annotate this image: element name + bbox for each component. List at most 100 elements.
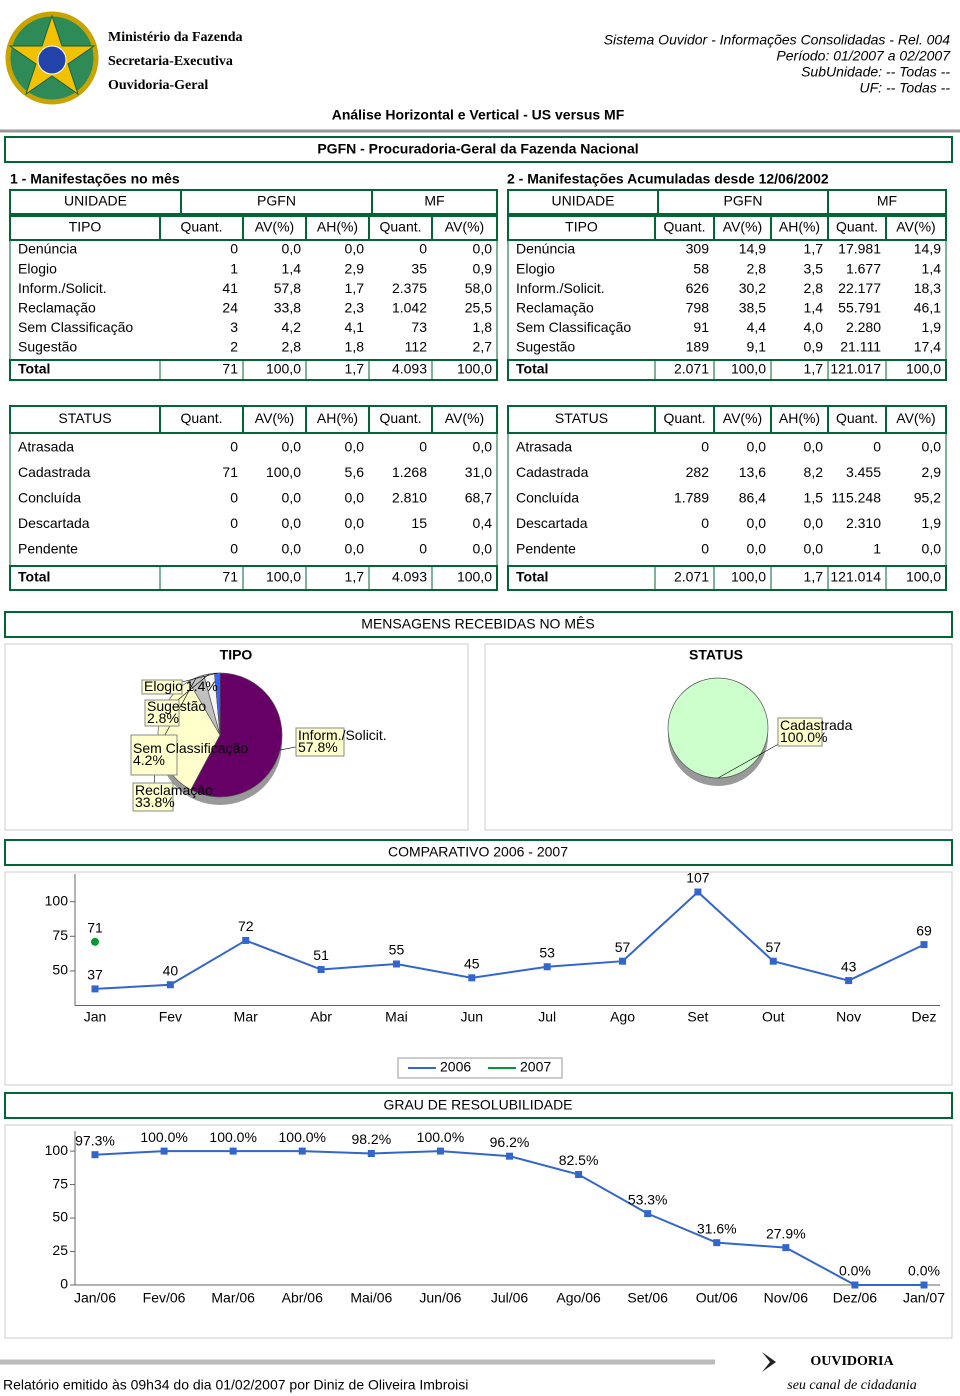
- data-label: 43: [841, 958, 857, 974]
- total-cell: Total: [18, 361, 50, 377]
- table-cell: 68,7: [465, 490, 492, 506]
- y-tick-label: 25: [52, 1242, 68, 1258]
- table-cell: 17,4: [914, 339, 941, 355]
- column-header: TIPO: [565, 219, 598, 235]
- pie-label: Inform./Solicit. 57.8%: [298, 727, 387, 755]
- pie-label-name: Elogio: [144, 678, 183, 694]
- table-cell: 1,4: [804, 300, 824, 316]
- table-cell: 0: [701, 541, 709, 557]
- pie-label-name: Sem Classificação: [133, 740, 248, 756]
- table-cell: Atrasada: [516, 439, 572, 455]
- data-label: 96.2%: [490, 1134, 530, 1150]
- table-cell: 21.111: [840, 339, 881, 355]
- data-label: 69: [916, 922, 932, 938]
- table-cell: 4,0: [804, 319, 824, 335]
- column-header: STATUS: [555, 410, 608, 426]
- data-label: 100.0%: [209, 1129, 256, 1145]
- table-cell: 0,9: [473, 260, 493, 276]
- pie-label-box: [132, 782, 174, 812]
- marker: [160, 1147, 168, 1155]
- table-cell: 0,0: [345, 241, 365, 257]
- table-cell: Elogio: [516, 260, 555, 276]
- group-header: PGFN: [724, 193, 763, 209]
- column-header: Quant.: [379, 410, 421, 426]
- table-cell: 22.177: [838, 280, 881, 296]
- data-label: 53.3%: [628, 1191, 668, 1207]
- y-tick-label: 75: [52, 1175, 68, 1191]
- table-cell: 0,0: [804, 541, 824, 557]
- table-cell: 2.375: [392, 280, 427, 296]
- marker: [436, 1147, 444, 1155]
- marker: [91, 985, 99, 993]
- table-cell: 1,9: [922, 319, 942, 335]
- table-cell: Sem Classificação: [516, 319, 631, 335]
- table-cell: 0: [419, 439, 427, 455]
- table-cell: 1: [873, 541, 881, 557]
- table-cell: 58,0: [465, 280, 492, 296]
- table-cell: 189: [686, 339, 710, 355]
- column-header-cell: [242, 405, 307, 434]
- x-tick-label: Mar: [234, 1009, 258, 1025]
- group-header: UNIDADE: [551, 193, 614, 209]
- table-cell: 58: [693, 260, 709, 276]
- x-tick-label: Fev: [159, 1009, 182, 1025]
- column-header: AH(%): [779, 410, 820, 426]
- logo-text: Ministério da Fazenda: [108, 30, 243, 45]
- column-header-cell: [507, 215, 656, 241]
- pie-label-value: 2.8%: [147, 710, 179, 726]
- column-header: Quant.: [180, 219, 222, 235]
- group-header: MF: [877, 193, 897, 209]
- table-cell: 112: [405, 339, 428, 355]
- pie-label: Elogio 1.4%: [144, 678, 218, 694]
- data-label: 45: [464, 956, 480, 972]
- total-cell: 100,0: [906, 569, 941, 585]
- group-header: UNIDADE: [64, 193, 127, 209]
- pie-label-name: Reclamação: [135, 782, 213, 798]
- x-tick-label: Ago/06: [556, 1290, 601, 1306]
- table-cell: Inform./Solicit.: [18, 280, 107, 296]
- x-tick-label: Abr: [310, 1009, 332, 1025]
- table-cell: 41: [222, 280, 238, 296]
- table-cell: 30,2: [739, 280, 766, 296]
- column-header-cell: [654, 405, 715, 434]
- section-label: 2 - Manifestações Acumuladas desde 12/06…: [507, 171, 829, 187]
- group-header-cell: [371, 189, 498, 215]
- total-cell: Total: [516, 569, 548, 585]
- column-header-cell: [885, 215, 947, 241]
- table-cell: 86,4: [739, 490, 766, 506]
- column-header: AV(%): [255, 410, 294, 426]
- table-cell: 309: [686, 241, 710, 257]
- marker: [468, 974, 476, 982]
- pie-label: Sem Classificação 4.2%: [133, 740, 248, 768]
- table-cell: 1,5: [804, 490, 824, 506]
- marker: [317, 966, 325, 974]
- x-tick-label: Jul: [538, 1009, 556, 1025]
- logo-text: Ouvidoria-Geral: [108, 78, 208, 93]
- x-tick-label: Nov/06: [764, 1290, 809, 1306]
- table-cell: Concluída: [18, 490, 81, 506]
- pie-title: STATUS: [689, 647, 743, 663]
- column-header-cell: [431, 215, 498, 241]
- table-cell: 71: [222, 464, 238, 480]
- total-cell: 71: [222, 569, 238, 585]
- data-label: 100.0%: [140, 1129, 187, 1145]
- column-header-cell: [431, 405, 498, 434]
- section-box: [4, 611, 953, 638]
- table-cell: 2,8: [747, 260, 767, 276]
- marker: [367, 1149, 375, 1157]
- header-info: SubUnidade: -- Todas --: [801, 64, 950, 80]
- table-cell: 282: [686, 464, 710, 480]
- data-label: 31.6%: [697, 1220, 737, 1236]
- table-cell: 0,0: [282, 490, 302, 506]
- table-cell: 626: [686, 280, 710, 296]
- marker: [694, 888, 702, 896]
- total-cell: 4.093: [392, 361, 427, 377]
- pie-label-name: Sugestão: [147, 698, 206, 714]
- data-label: 100.0%: [279, 1129, 326, 1145]
- total-cell: 4.093: [392, 569, 427, 585]
- table-cell: 25,5: [465, 300, 492, 316]
- table-cell: 46,1: [914, 300, 941, 316]
- column-header: AV(%): [896, 219, 935, 235]
- subtitle-box: [4, 136, 953, 163]
- marker: [769, 957, 777, 965]
